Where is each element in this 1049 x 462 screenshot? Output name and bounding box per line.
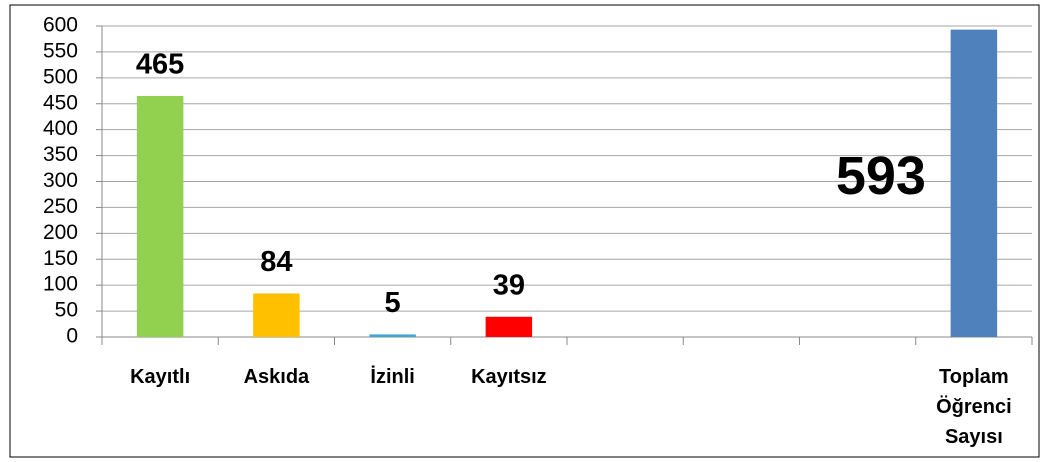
y-tick-label: 500 [43, 65, 78, 88]
y-tick-label: 100 [43, 273, 78, 296]
x-tick-label: İzinli [370, 366, 415, 388]
chart-border [9, 4, 1040, 458]
x-tick-label: Askıda [243, 366, 310, 388]
y-tick-label: 350 [43, 143, 78, 166]
y-tick-label: 150 [43, 247, 78, 270]
bar [369, 334, 416, 337]
x-tick-label: Toplam Öğrenci Sayısı [936, 366, 1012, 448]
x-tick-label: Kayıtlı [130, 366, 191, 388]
y-tick-label: 200 [43, 221, 78, 244]
bar [136, 95, 184, 337]
bar [485, 316, 533, 337]
data-label: 39 [493, 269, 525, 301]
x-tick-label: Kayıtsız [471, 366, 547, 388]
y-tick-label: 50 [55, 299, 78, 322]
y-tick-label: 300 [43, 169, 78, 192]
data-label: 593 [836, 146, 926, 206]
y-tick-label: 400 [43, 117, 78, 140]
bar [253, 293, 300, 337]
y-tick-label: 550 [43, 39, 78, 62]
y-tick-label: 0 [66, 325, 78, 348]
y-tick-label: 250 [43, 195, 78, 218]
data-label: 465 [136, 49, 184, 81]
y-tick-label: 450 [43, 91, 78, 114]
y-tick-label: 600 [43, 14, 78, 37]
data-label: 84 [260, 246, 292, 278]
bar [950, 29, 998, 338]
data-label: 5 [385, 287, 401, 319]
